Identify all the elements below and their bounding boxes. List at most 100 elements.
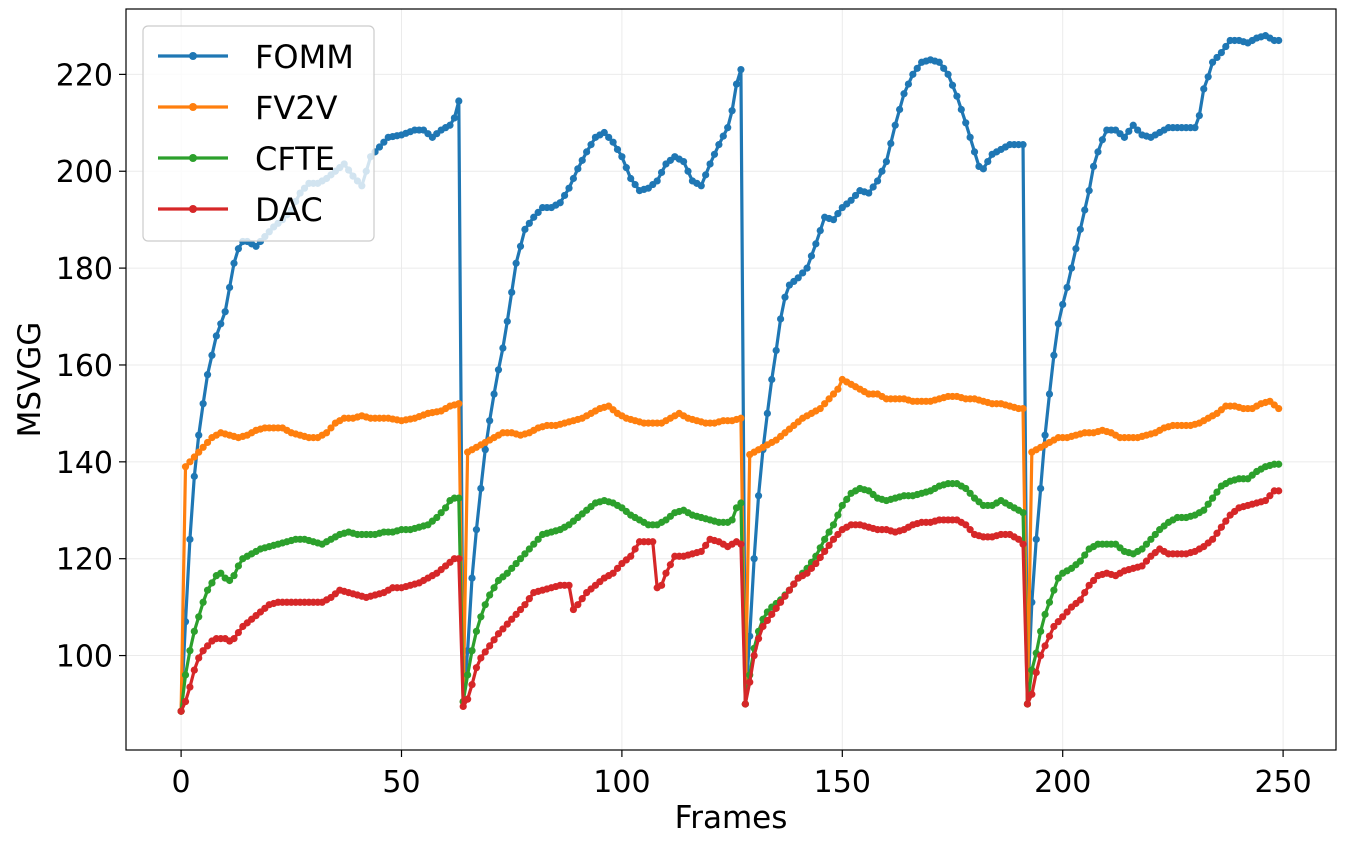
x-tick-label: 250 <box>1254 765 1311 800</box>
data-point <box>1041 610 1049 618</box>
legend-box <box>142 25 375 242</box>
data-point <box>829 521 838 529</box>
data-point <box>1054 618 1062 626</box>
data-point <box>697 182 705 190</box>
data-point <box>230 259 238 267</box>
data-point <box>812 559 820 568</box>
x-tick-label: 100 <box>593 765 650 800</box>
data-point <box>1125 127 1133 135</box>
data-point <box>1089 576 1098 585</box>
data-point <box>1081 551 1089 559</box>
data-point <box>750 555 758 563</box>
data-point <box>631 180 639 189</box>
data-point <box>477 484 485 493</box>
data-point <box>904 80 913 88</box>
data-point <box>754 492 763 500</box>
data-point <box>812 240 820 248</box>
data-point <box>1200 506 1208 514</box>
data-point <box>728 107 736 115</box>
legend-item-fomm: FOMM <box>158 38 354 76</box>
data-point <box>1222 42 1230 51</box>
data-point <box>631 545 639 553</box>
data-point <box>380 138 388 146</box>
data-point <box>763 616 771 625</box>
data-point <box>1050 351 1058 359</box>
data-point <box>1275 487 1283 495</box>
data-point <box>702 171 710 179</box>
legend-marker <box>189 52 197 60</box>
data-point <box>1089 162 1098 170</box>
data-point <box>186 458 194 466</box>
data-point <box>534 535 542 543</box>
data-point <box>1050 622 1058 631</box>
data-point <box>499 625 507 633</box>
data-point <box>1195 111 1203 120</box>
data-point <box>464 695 472 703</box>
data-point <box>512 259 520 267</box>
data-point <box>455 494 463 502</box>
data-point <box>900 90 908 98</box>
data-point <box>225 283 234 292</box>
data-point <box>481 601 489 609</box>
data-point <box>494 630 503 638</box>
data-point <box>199 400 207 408</box>
data-point <box>1217 523 1225 531</box>
data-point <box>1076 557 1084 565</box>
data-point <box>865 189 873 197</box>
data-point <box>455 97 463 105</box>
data-point <box>208 351 216 359</box>
data-point <box>534 208 542 217</box>
data-point <box>190 472 198 480</box>
data-point <box>816 404 824 413</box>
data-point <box>887 139 895 147</box>
series-line-cfte <box>179 462 1279 712</box>
data-point <box>834 511 842 519</box>
data-point <box>719 132 727 140</box>
data-point <box>486 642 494 650</box>
data-point <box>512 610 520 618</box>
data-point <box>746 678 754 686</box>
data-point <box>1222 517 1230 525</box>
data-point <box>583 148 591 156</box>
data-point <box>776 598 785 606</box>
data-point <box>627 552 635 560</box>
data-point <box>464 671 472 679</box>
data-point <box>481 648 489 656</box>
data-point <box>490 584 498 592</box>
data-point <box>486 591 494 599</box>
data-point <box>1045 390 1054 398</box>
data-point <box>984 157 992 166</box>
data-point <box>1041 642 1049 650</box>
data-point <box>1129 121 1137 129</box>
data-point <box>441 504 450 512</box>
data-point <box>724 124 732 132</box>
y-tick-label: 160 <box>56 349 113 384</box>
data-point <box>816 553 824 562</box>
data-point <box>1217 48 1225 57</box>
data-point <box>909 70 917 78</box>
data-point <box>1032 668 1040 677</box>
data-point <box>1208 494 1217 502</box>
data-point <box>225 576 234 585</box>
data-point <box>1138 545 1146 553</box>
data-point <box>525 545 533 553</box>
data-point <box>966 489 974 497</box>
series-layer <box>177 32 1283 715</box>
data-point <box>455 555 463 563</box>
data-point <box>1134 126 1142 134</box>
data-point <box>772 604 780 612</box>
data-point <box>1063 608 1071 616</box>
data-point <box>609 138 617 146</box>
data-point <box>962 119 970 127</box>
data-point <box>190 666 198 674</box>
data-point <box>803 264 811 272</box>
x-tick-label: 150 <box>814 765 871 800</box>
data-point <box>468 681 476 689</box>
data-point <box>468 574 476 582</box>
legend-item-dac: DAC <box>158 191 323 229</box>
data-point <box>446 121 454 129</box>
data-point <box>1015 535 1023 543</box>
data-point <box>1067 264 1076 272</box>
data-point <box>816 226 824 235</box>
data-point <box>957 105 965 114</box>
